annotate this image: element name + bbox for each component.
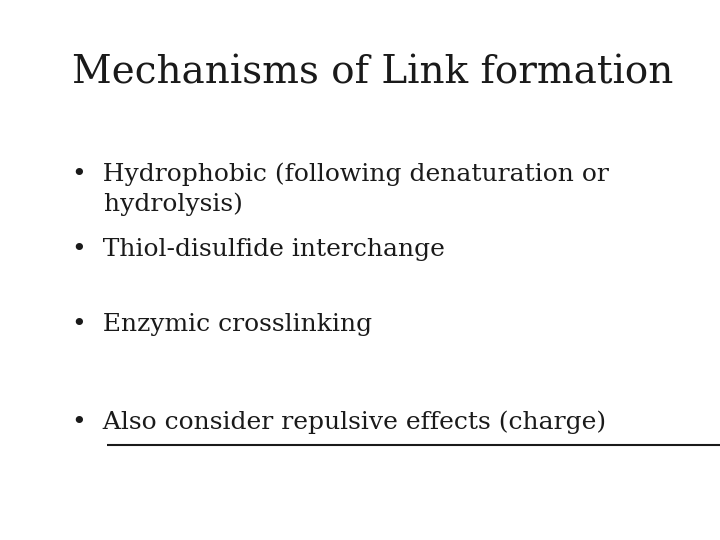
Text: •  Also consider repulsive effects (charge): • Also consider repulsive effects (charg… [72,410,606,434]
Text: •  Thiol-disulfide interchange: • Thiol-disulfide interchange [72,238,445,261]
Text: •  Enzymic crosslinking: • Enzymic crosslinking [72,313,372,336]
Text: Mechanisms of Link formation: Mechanisms of Link formation [72,54,673,91]
Text: •  Hydrophobic (following denaturation or
    hydrolysis): • Hydrophobic (following denaturation or… [72,162,609,217]
